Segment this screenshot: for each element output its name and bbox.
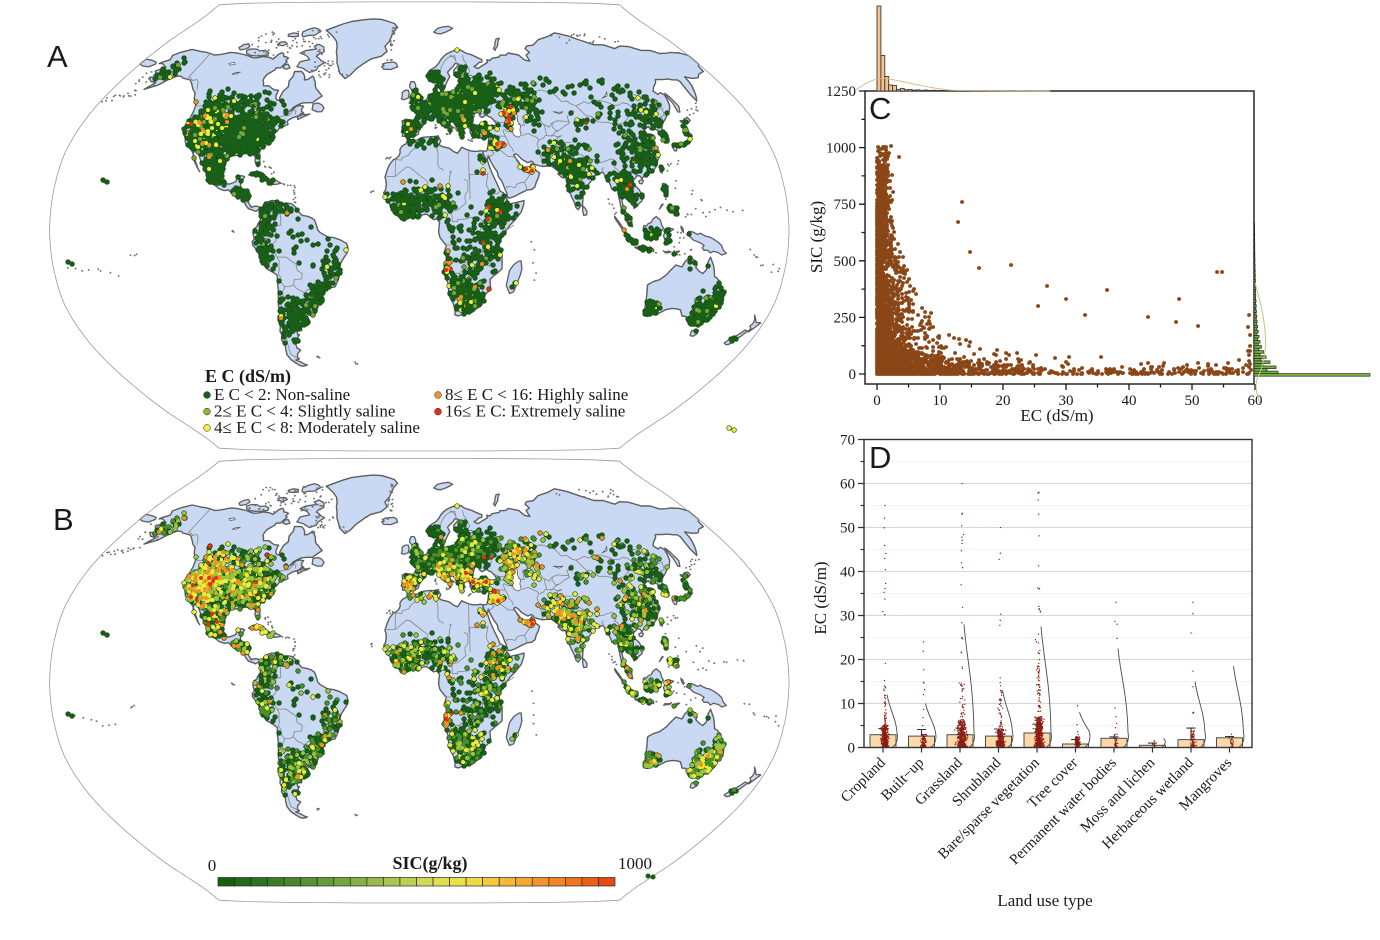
- svg-text:0: 0: [873, 393, 881, 409]
- svg-text:A: A: [47, 39, 68, 74]
- svg-text:1000: 1000: [826, 141, 856, 157]
- svg-text:SIC(g/kg): SIC(g/kg): [392, 853, 467, 874]
- svg-text:0: 0: [848, 741, 856, 757]
- svg-text:70: 70: [840, 433, 855, 449]
- svg-text:SIC (g/kg): SIC (g/kg): [807, 201, 826, 273]
- svg-text:50: 50: [840, 521, 855, 537]
- svg-text:40: 40: [1122, 393, 1137, 409]
- svg-text:500: 500: [834, 254, 857, 270]
- svg-text:20: 20: [840, 653, 855, 669]
- svg-text:10: 10: [840, 697, 855, 713]
- svg-text:16≤ E C: Extremely saline: 16≤ E C: Extremely saline: [445, 402, 625, 421]
- svg-text:750: 750: [834, 197, 857, 213]
- svg-text:E C (dS/m): E C (dS/m): [205, 366, 291, 387]
- svg-text:EC (dS/m): EC (dS/m): [1020, 406, 1093, 425]
- svg-text:50: 50: [1185, 393, 1200, 409]
- svg-text:20: 20: [996, 393, 1011, 409]
- svg-text:D: D: [869, 440, 891, 475]
- svg-text:C: C: [869, 91, 891, 126]
- svg-text:60: 60: [840, 477, 855, 493]
- svg-text:4≤ E C < 8: Moderately saline: 4≤ E C < 8: Moderately saline: [214, 418, 420, 437]
- svg-text:40: 40: [840, 565, 855, 581]
- svg-text:250: 250: [834, 310, 857, 326]
- svg-text:0: 0: [849, 367, 857, 383]
- svg-text:Land use type: Land use type: [997, 891, 1092, 910]
- svg-text:0: 0: [208, 856, 217, 875]
- svg-text:B: B: [53, 502, 74, 537]
- svg-text:10: 10: [933, 393, 948, 409]
- svg-text:EC (dS/m): EC (dS/m): [811, 561, 830, 634]
- svg-text:30: 30: [840, 609, 855, 625]
- svg-text:1250: 1250: [826, 84, 856, 100]
- svg-text:1000: 1000: [618, 854, 652, 873]
- svg-text:60: 60: [1248, 393, 1263, 409]
